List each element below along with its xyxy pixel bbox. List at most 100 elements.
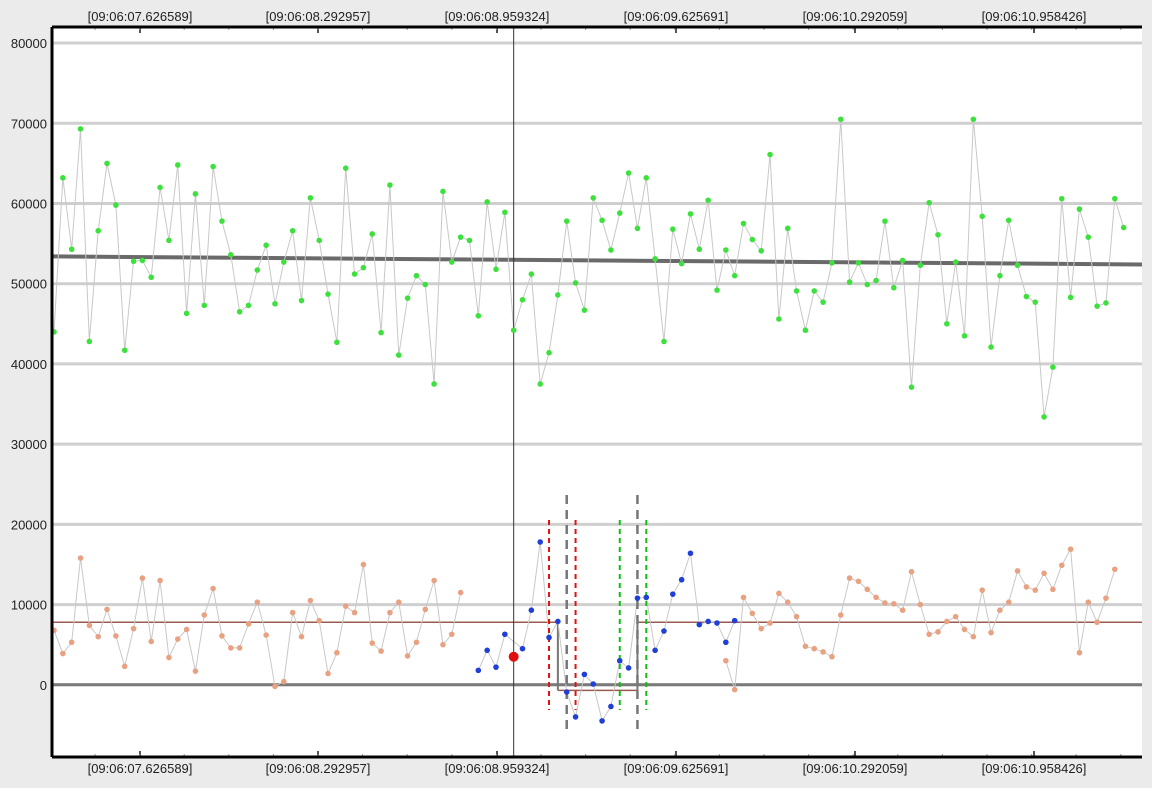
data-point: [563, 689, 570, 695]
data-point: [475, 312, 482, 319]
data-point: [1014, 568, 1021, 574]
data-point: [245, 621, 252, 627]
data-point: [528, 271, 535, 277]
data-point: [183, 626, 190, 633]
data-point: [705, 618, 711, 625]
data-point: [882, 218, 888, 224]
data-point: [758, 625, 764, 632]
data-point: [758, 248, 764, 254]
data-point: [864, 586, 871, 593]
data-point: [466, 237, 473, 244]
data-point: [714, 620, 720, 626]
data-point: [1041, 414, 1047, 420]
data-point: [793, 288, 800, 294]
data-point: [899, 257, 906, 264]
data-point: [873, 594, 879, 601]
data-point: [449, 259, 455, 265]
data-point: [210, 585, 216, 592]
y-tick-label: 80000: [11, 36, 47, 51]
data-point: [245, 302, 252, 309]
data-point: [228, 645, 234, 651]
data-point: [519, 645, 526, 652]
data-point: [837, 612, 844, 618]
x-tick-label-bottom: [09:06:07.626589]: [88, 761, 193, 776]
data-point: [608, 703, 614, 710]
data-point: [829, 260, 835, 266]
data-point: [1076, 206, 1083, 212]
data-point: [908, 568, 915, 575]
data-point: [210, 163, 216, 170]
data-point: [113, 633, 119, 639]
data-point: [201, 612, 208, 618]
data-point: [997, 272, 1003, 279]
data-point: [926, 631, 932, 638]
data-point: [776, 590, 782, 597]
data-point: [767, 151, 773, 158]
data-point: [820, 649, 826, 655]
data-point: [95, 227, 101, 234]
data-point: [616, 210, 623, 216]
x-tick-label-bottom: [09:06:08.959324]: [445, 761, 550, 776]
data-point: [572, 714, 579, 720]
data-point: [891, 284, 897, 291]
data-point: [528, 607, 535, 613]
data-point: [926, 199, 932, 206]
data-point: [395, 352, 402, 358]
data-point: [236, 645, 243, 651]
data-point: [192, 191, 199, 197]
data-point: [802, 643, 809, 650]
data-point: [555, 618, 561, 625]
data-point: [157, 577, 163, 584]
data-point: [104, 160, 110, 167]
data-point: [961, 333, 968, 339]
data-point: [988, 344, 994, 350]
data-point: [519, 296, 526, 303]
y-tick-label: 10000: [11, 598, 47, 613]
data-point: [670, 226, 676, 232]
y-tick-label: 70000: [11, 116, 47, 131]
data-point: [254, 599, 261, 605]
data-point: [1067, 546, 1074, 553]
y-tick-label: 0: [40, 678, 47, 693]
data-point: [192, 668, 199, 674]
data-point: [1050, 586, 1056, 593]
x-tick-label-top: [09:06:10.292059]: [803, 9, 908, 24]
data-point: [413, 639, 420, 646]
data-point: [546, 634, 552, 641]
data-point: [1050, 364, 1056, 370]
data-point: [546, 349, 552, 356]
data-point: [1103, 595, 1109, 601]
data-point: [342, 603, 349, 609]
data-point: [369, 640, 376, 646]
data-point: [749, 610, 756, 617]
data-point: [776, 316, 782, 322]
data-point: [254, 267, 261, 273]
data-point: [811, 288, 818, 294]
data-point: [855, 578, 862, 585]
data-point: [457, 589, 464, 596]
x-tick-label-top: [09:06:07.626589]: [88, 9, 193, 24]
data-point: [1112, 195, 1118, 202]
data-point: [599, 217, 605, 224]
data-point: [1103, 300, 1109, 306]
data-point: [404, 653, 411, 659]
data-point: [979, 587, 985, 593]
data-point: [864, 281, 871, 288]
data-point: [449, 631, 455, 638]
data-point: [387, 182, 393, 188]
data-point: [86, 622, 93, 629]
data-point: [77, 126, 84, 132]
data-point: [846, 575, 853, 581]
data-point: [563, 218, 570, 224]
data-point: [493, 266, 499, 273]
x-tick-label-top: [09:06:08.292957]: [266, 9, 371, 24]
data-point: [820, 299, 826, 305]
data-point: [1076, 649, 1083, 656]
data-point: [616, 657, 623, 664]
data-point: [201, 302, 208, 309]
data-point: [1041, 570, 1047, 577]
y-tick-label: 40000: [11, 357, 47, 372]
data-point: [95, 633, 101, 640]
data-point: [723, 657, 729, 664]
